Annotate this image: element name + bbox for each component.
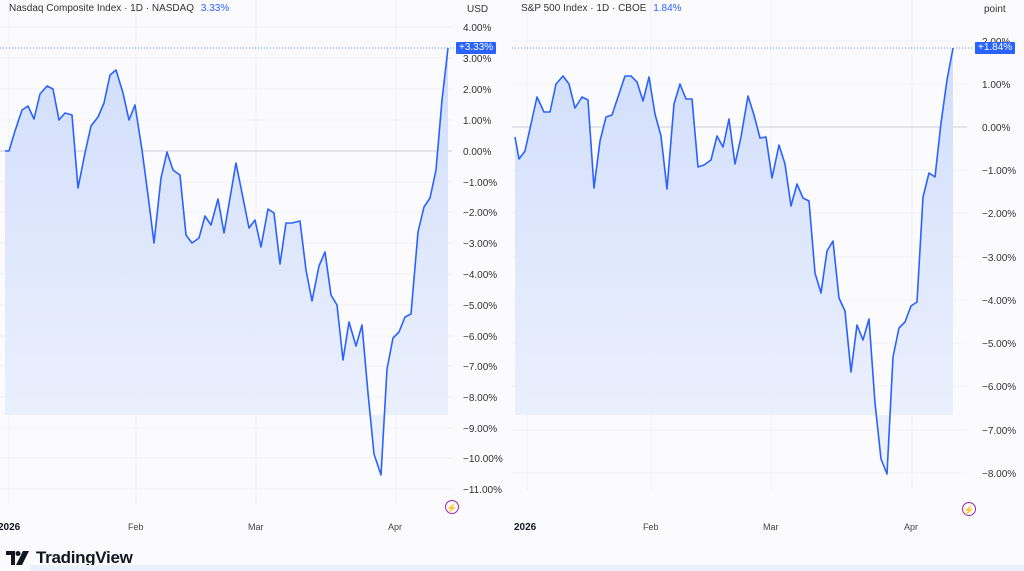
time-axis-tick-label: 2026 (514, 522, 537, 533)
sp500-chart-panel[interactable]: 2.00%1.00%0.00%−1.00%−2.00%−3.00%−4.00%−… (512, 0, 1024, 545)
currency-unit-label[interactable]: USD (467, 4, 489, 15)
y-axis-tick-label: −2.00% (463, 208, 497, 219)
nasdaq-price-line (5, 47, 449, 476)
y-axis-tick-label: 2.00% (463, 85, 491, 96)
last-price-tag: +1.84% (975, 42, 1016, 54)
tradingview-logo-icon (6, 551, 29, 565)
y-axis-tick-label: 3.00% (463, 54, 491, 65)
y-axis-tick-label: −6.00% (982, 382, 1016, 393)
chart-legend[interactable]: Nasdaq Composite Index · 1D · NASDAQ 3.3… (9, 3, 229, 14)
nasdaq-chart-panel[interactable]: 4.00% 3.00% 2.00% 1.00% 0.00% −1.00% −2.00% −3.… (0, 0, 512, 545)
y-axis-tick-label: 0.00% (982, 123, 1010, 134)
nasdaq-chart-canvas[interactable]: 4.00% 3.00% 2.00% 1.00% 0.00% −1.00% −2.00% −3.… (0, 0, 512, 545)
y-axis-tick-label: 4.00% (463, 23, 491, 34)
time-axis-tick-label: Mar (248, 522, 264, 532)
footer: TradingView (0, 545, 1024, 571)
brand-name: TradingView (36, 548, 133, 567)
y-axis-tick-label: −1.00% (982, 166, 1016, 177)
y-axis-labels: 2.00%1.00%0.00%−1.00%−2.00%−3.00%−4.00%−… (982, 37, 1016, 480)
y-axis-tick-label: −3.00% (982, 253, 1016, 264)
sp500-chart-canvas[interactable]: 2.00%1.00%0.00%−1.00%−2.00%−3.00%−4.00%−… (512, 0, 1024, 545)
symbol-title: Nasdaq Composite Index · 1D · NASDAQ (9, 3, 195, 14)
y-axis-tick-label: −6.00% (463, 332, 497, 343)
y-axis-tick-label: −9.00% (463, 424, 497, 435)
y-axis-tick-label: −7.00% (982, 426, 1016, 437)
y-axis-tick-label: −5.00% (982, 339, 1016, 350)
lightning-icon[interactable]: ⚡ (962, 502, 976, 516)
y-axis-tick-label: −8.00% (982, 469, 1016, 480)
y-axis-tick-label: −8.00% (463, 393, 497, 404)
y-axis-tick-label: −7.00% (463, 362, 497, 373)
time-axis-tick-label: Feb (128, 522, 144, 532)
time-axis-tick-label: Mar (763, 522, 779, 532)
y-axis-labels: 4.00% 3.00% 2.00% 1.00% 0.00% −1.00% −2.00% −3.… (463, 23, 503, 496)
currency-unit-label[interactable]: point (984, 4, 1006, 15)
y-axis-tick-label: −5.00% (463, 301, 497, 312)
lightning-icon[interactable]: ⚡ (445, 500, 459, 514)
time-axis-tick-label: 2026 (0, 522, 21, 533)
y-axis-tick-label: −3.00% (463, 239, 497, 250)
y-axis-tick-label: 1.00% (463, 116, 491, 127)
time-axis-tick-label: Feb (643, 522, 659, 532)
chart-legend[interactable]: S&P 500 Index · 1D · CBOE 1.84% (521, 3, 682, 14)
change-percent: 3.33% (200, 3, 230, 14)
footer-strip (30, 565, 1024, 571)
y-axis-tick-label: 1.00% (982, 80, 1010, 91)
y-axis-tick-label: −4.00% (982, 296, 1016, 307)
last-price-tag: +3.33% (456, 42, 497, 54)
nasdaq-area-fill (5, 48, 448, 475)
time-axis-tick-label: Apr (388, 522, 403, 532)
time-axis-tick-label: Apr (904, 522, 919, 532)
y-axis-tick-label: −2.00% (982, 209, 1016, 220)
y-axis-tick-label: −11.00% (463, 485, 502, 496)
symbol-title: S&P 500 Index · 1D · CBOE (521, 3, 647, 14)
y-axis-tick-label: 0.00% (463, 147, 491, 158)
sp500-area-fill (515, 48, 953, 474)
sp500-price-line (514, 47, 954, 475)
tradingview-logo[interactable]: TradingView (6, 548, 133, 568)
y-axis-tick-label: −10.00% (463, 454, 503, 465)
y-axis-tick-label: −1.00% (463, 178, 497, 189)
change-percent: 1.84% (653, 3, 682, 14)
y-axis-tick-label: −4.00% (463, 270, 497, 281)
